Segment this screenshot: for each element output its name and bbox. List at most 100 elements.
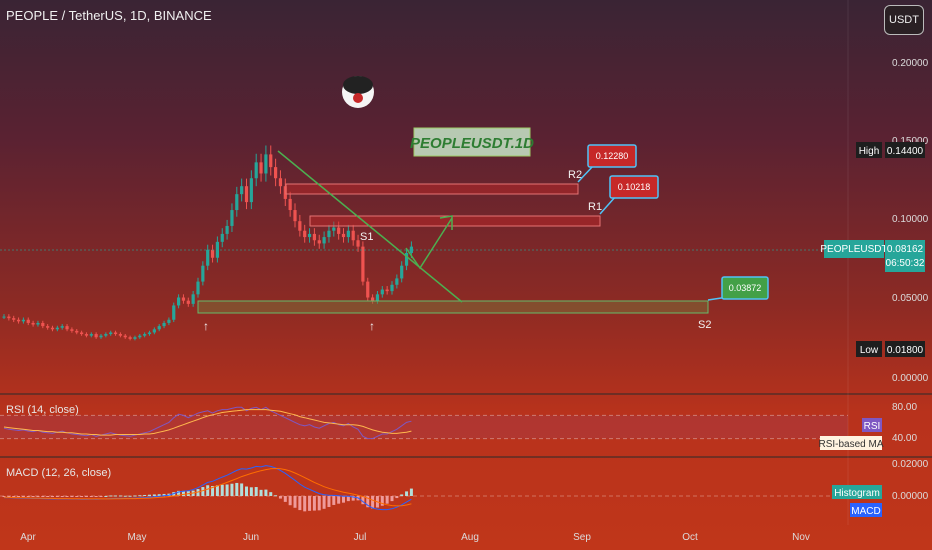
r2-callout-leader <box>577 164 595 183</box>
candle-body <box>157 326 161 330</box>
macd-histogram-bar <box>225 484 229 496</box>
candle-body <box>210 249 215 258</box>
r1-zone <box>309 215 601 227</box>
candle-body <box>41 322 45 327</box>
x-tick-label: Jul <box>354 532 367 543</box>
high-label: High <box>859 146 880 157</box>
level-name-r2: R2 <box>568 169 582 181</box>
macd-histogram-bar <box>298 496 302 511</box>
candle-body <box>278 178 283 187</box>
candle-body <box>104 334 108 336</box>
x-tick-label: Aug <box>461 532 479 543</box>
candle-body <box>395 278 399 285</box>
macd-histogram-bar <box>99 496 103 497</box>
rsi-line <box>3 406 412 440</box>
candle-body <box>201 265 205 282</box>
candle-body <box>317 240 321 244</box>
candle-body <box>143 334 147 336</box>
macd-histogram-bar <box>60 496 64 497</box>
candle-body <box>36 322 40 325</box>
rsi-ma-legend-label: RSI-based MA <box>818 439 883 450</box>
candle-body <box>123 335 127 338</box>
macd-histogram-bar <box>215 485 219 496</box>
candle-body <box>351 230 355 241</box>
macd-histogram-bar <box>114 495 118 497</box>
s2-callout-value: 0.03872 <box>729 283 762 293</box>
macd-histogram-bar <box>220 484 224 496</box>
candle-body <box>167 319 171 323</box>
candle-body <box>65 326 69 330</box>
macd-histogram-bar <box>288 496 292 506</box>
macd-histogram-bar <box>380 496 384 506</box>
macd-histogram-bar <box>55 496 59 497</box>
macd-histogram-bar <box>259 489 263 496</box>
macd-histogram-bar <box>235 482 239 496</box>
candle-body <box>186 300 190 304</box>
macd-histogram-bar <box>351 496 355 501</box>
candle-body <box>26 319 30 323</box>
currency-button[interactable]: USDT <box>884 5 924 35</box>
macd-histogram-bar <box>395 496 399 499</box>
macd-histogram-bar <box>327 496 331 508</box>
macd-histogram-bar <box>152 494 156 496</box>
candle-body <box>244 186 249 203</box>
low-label: Low <box>860 345 879 356</box>
candle-body <box>181 297 186 301</box>
candle-body <box>138 335 142 338</box>
candle-body <box>288 198 292 211</box>
macd-histogram-bar <box>148 494 151 496</box>
macd-histogram-bar <box>157 494 161 496</box>
candle-body <box>380 289 384 295</box>
macd-histogram-bar <box>293 496 297 508</box>
rsi-legend-label: RSI <box>864 421 881 432</box>
candle-body <box>274 167 278 179</box>
macd-histogram-bar <box>264 489 268 496</box>
macd-legend-label: MACD <box>851 506 880 517</box>
level-name-r1: R1 <box>588 201 602 213</box>
macd-histogram-bar <box>371 496 375 509</box>
x-tick-label: Jun <box>243 532 259 543</box>
macd-histogram-bar <box>405 491 409 496</box>
candle-body <box>307 233 312 238</box>
macd-histogram-bar <box>21 496 25 497</box>
last-price-tag <box>885 240 925 272</box>
low-value: 0.01800 <box>887 345 924 356</box>
candle-body <box>191 294 195 304</box>
x-tick-label: Oct <box>682 532 698 543</box>
macd-histogram-bar <box>278 496 282 499</box>
projection-arrow <box>405 217 453 270</box>
price-tick-label: 0.10000 <box>892 214 929 225</box>
candle-body <box>327 230 331 238</box>
macd-histogram-bar <box>51 496 54 497</box>
candle-body <box>80 332 84 335</box>
candle-body <box>75 330 79 333</box>
r1-callout-leader <box>599 195 617 215</box>
low-value-tag <box>885 341 925 357</box>
annotation-s1: S1 <box>360 231 373 243</box>
candle-body <box>46 326 50 328</box>
candle-body <box>332 227 336 231</box>
macd-histogram-bar <box>109 495 113 497</box>
macd-histogram-bar <box>143 494 147 496</box>
candle-body <box>2 316 6 318</box>
macd-histogram-bar <box>361 496 365 505</box>
macd-histogram-bar <box>201 487 205 496</box>
candle-body <box>283 186 287 199</box>
macd-histogram-bar <box>31 496 35 497</box>
last-price-value: 0.08162 <box>887 244 924 255</box>
price-tick-label: 0.15000 <box>892 136 929 147</box>
macd-histogram-bar <box>7 496 11 497</box>
macd-histogram-bar <box>230 483 234 496</box>
macd-histogram-bar <box>400 494 404 496</box>
macd-histogram-bar <box>94 496 98 497</box>
candle-body <box>162 322 166 327</box>
histogram-legend-label: Histogram <box>834 488 880 499</box>
candle-body <box>220 233 224 242</box>
candle-body <box>264 154 268 174</box>
candle-body <box>7 316 11 319</box>
symbol-price-tag-text: PEOPLEUSDT <box>820 244 887 255</box>
macd-histogram-bar <box>346 496 350 502</box>
candle-body <box>259 162 263 174</box>
candle-body <box>206 249 210 266</box>
